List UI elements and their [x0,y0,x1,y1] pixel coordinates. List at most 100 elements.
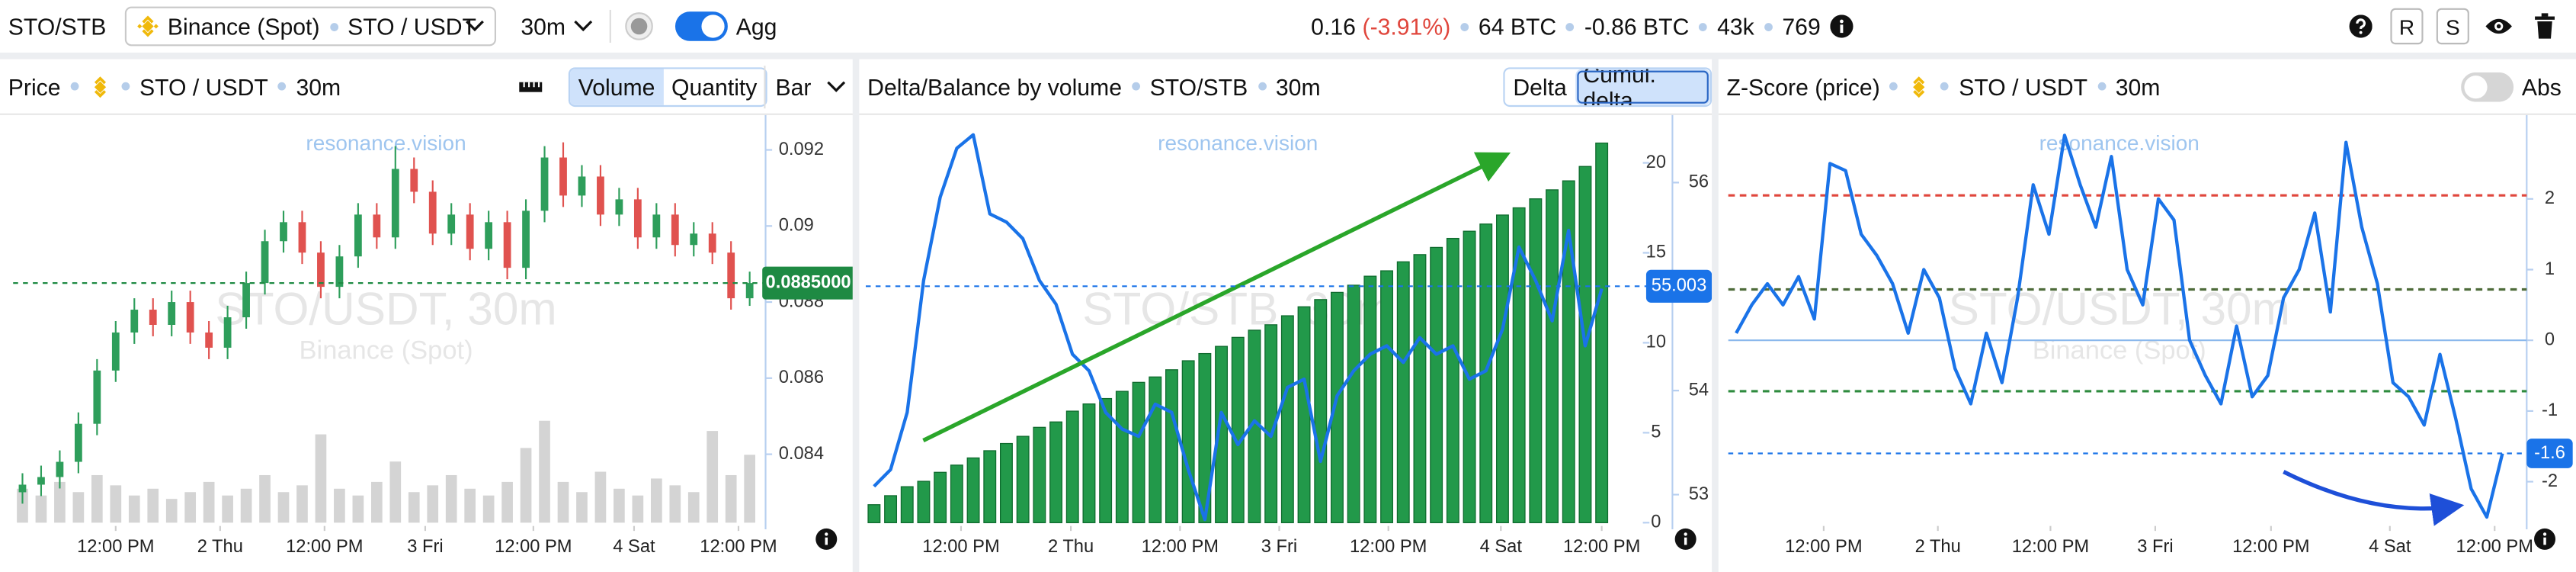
delta-bar [1280,315,1294,523]
y-tick-label: 20 [1646,153,1666,172]
volume-bar [91,474,103,523]
volume-bar [110,485,122,523]
pair: STO / USDT [348,13,476,40]
candle-body [652,214,661,238]
separator-dot [121,82,130,91]
candle-body [56,461,64,477]
delta-bar [1363,275,1377,523]
candle-body [261,241,269,284]
interval[interactable]: 30m [521,13,566,40]
volume-bar [315,434,327,523]
candle-body [671,214,679,246]
delta-bar [1198,352,1212,523]
info-icon[interactable] [815,528,838,550]
delta-bar [1413,254,1427,523]
info-icon[interactable] [1830,14,1854,38]
button-s[interactable]: S [2436,8,2469,45]
candle-body [18,484,27,493]
volume-bar [259,474,271,523]
delta-bar [1430,246,1443,523]
volume-bar [706,431,719,523]
separator-dot [1699,22,1708,31]
chevron [574,20,593,32]
candle-body [354,214,362,257]
style-select[interactable]: Bar [775,67,845,107]
delta-bar [1314,299,1328,523]
candle-body [447,214,456,234]
mode-button[interactable]: Delta [1513,73,1567,101]
delta-bar [1297,306,1311,523]
delta-bar [1529,198,1543,523]
radio[interactable] [624,11,654,41]
line [1735,133,2504,519]
x-tick-label: 4 Sat [1480,537,1523,557]
delta-bar [1082,403,1096,523]
delta-bar [917,480,931,523]
button-r[interactable]: R [2390,8,2424,45]
volume-bar [539,420,550,523]
mode-button[interactable]: Quantity [671,73,758,101]
panel-title: Price [8,72,61,100]
symbol[interactable]: STO/STB [8,13,107,40]
binance-icon [94,76,106,98]
y-tick-label: 2 [2545,188,2555,208]
volume-bar [72,492,85,523]
interval: 30m [2115,72,2161,100]
volume: 64 BTC [1478,13,1557,40]
x-tick-label: 3 Fri [2137,537,2173,557]
delta-bar [1512,207,1526,523]
eye-icon[interactable] [2484,17,2514,37]
trash-icon[interactable] [2533,13,2556,39]
y-tick-label: 56 [1689,172,1709,192]
exchange-select[interactable]: Binance (Spot) STO / USDT [124,6,496,47]
candle-body [37,477,45,485]
separator-dot [1566,22,1575,31]
info-icon[interactable] [1674,528,1697,550]
volume-bar [501,481,513,523]
delta-bar [1330,291,1344,523]
y-tick-label: 0.09 [779,216,814,236]
chart-style: Bar [775,73,812,101]
delta-bar [867,504,881,523]
interval: 30m [1275,72,1321,100]
candle-body [298,222,306,253]
separator-dot [1940,82,1950,91]
mode-button[interactable]: Cumul. delta [1575,69,1710,105]
x-tick-label: 12:00 PM [1350,537,1427,557]
volume-bar [352,495,364,523]
x-tick-label: 12:00 PM [2012,537,2089,557]
y-tick-label: 0.086 [779,368,824,387]
pair: STO / USDT [1959,72,2088,100]
candle-body [597,176,604,215]
binance-icon [1913,76,1926,98]
info-icon[interactable] [2534,528,2556,550]
watermark: resonance.vision [306,131,466,155]
x-tick-label: 12:00 PM [495,537,572,557]
candle-body [466,214,474,249]
separator-dot [2097,82,2106,91]
watermark: STO/USDT, 30m [215,282,556,334]
abs-toggle[interactable] [2461,72,2514,102]
x-tick-label: 12:00 PM [2456,537,2533,557]
delta-bar [1165,369,1178,523]
volume-bar [482,495,495,523]
help-icon[interactable] [2349,14,2373,38]
last-value-label: 55.003 [1652,276,1706,296]
separator-dot [70,82,79,91]
separator-dot [1460,22,1469,31]
chevron [826,81,845,92]
volume-bar [650,478,662,523]
candle-body [559,157,567,196]
delta-bar [1049,421,1063,523]
candle-body [410,169,418,192]
line [873,133,1604,522]
ruler-icon[interactable] [519,81,543,94]
agg-toggle[interactable] [674,11,728,41]
mode-button[interactable]: Volume [569,69,664,105]
binance-icon [137,15,159,37]
candle-body [745,283,754,299]
button-label: R [2390,8,2424,45]
x-tick-label: 12:00 PM [1142,537,1219,557]
abs-label: Abs [2521,73,2562,101]
